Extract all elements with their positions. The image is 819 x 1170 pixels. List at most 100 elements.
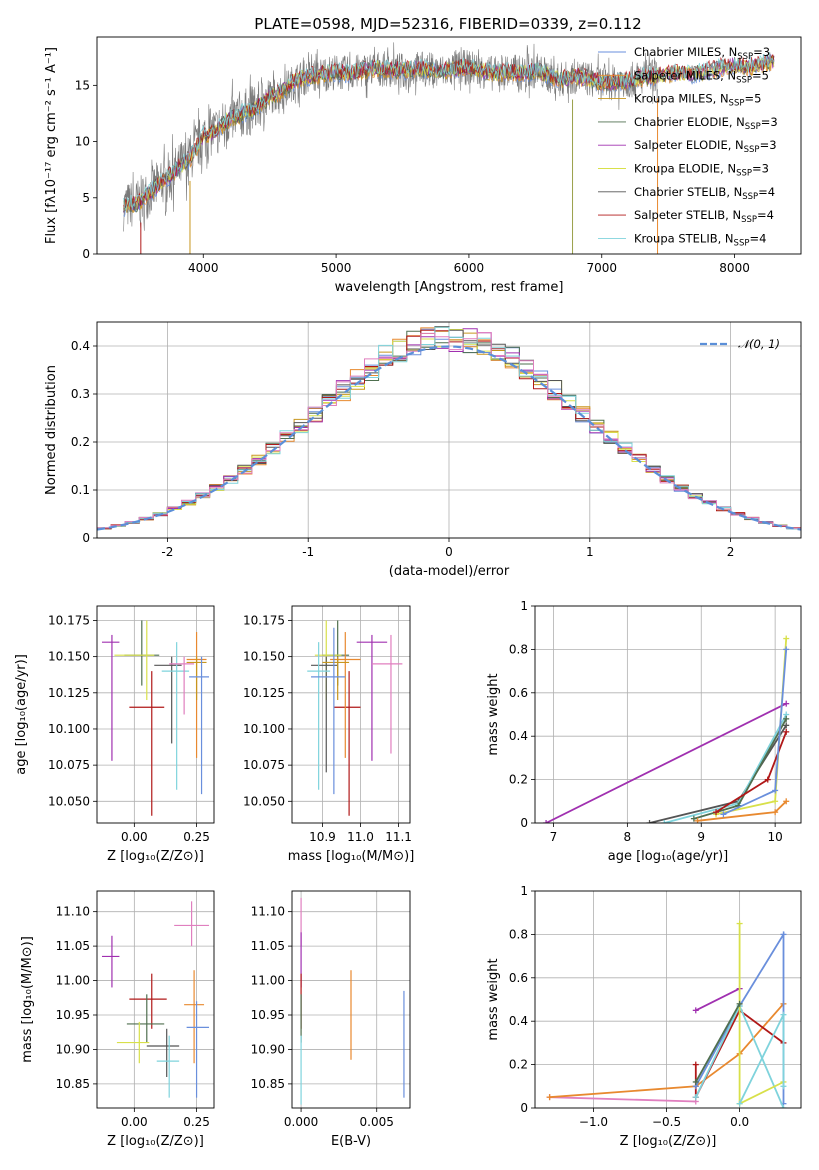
y-tick-label: 11.05 (56, 939, 90, 953)
axes-age_vs_Z: 0.00 0.25 10.050 10.075 10.100 10.125 10.150 10… (14, 605, 215, 864)
y-axis-label: Normed distribution (44, 365, 59, 495)
errorbar-point (101, 634, 120, 761)
x-tick-label: −1.0 (579, 1115, 608, 1129)
y-tick-label: 10.100 (243, 722, 285, 736)
axes-frame (534, 890, 802, 1109)
y-tick-label: 0.6 (509, 686, 528, 700)
x-tick-label: 0.005 (360, 1115, 394, 1129)
x-tick-label: 10.9 (309, 830, 336, 844)
y-tick-label: 11.05 (251, 939, 285, 953)
errorbar-point (129, 973, 167, 1029)
y-axis-label: age [log₁₀(age/yr)] (14, 654, 29, 775)
errorbar-point (189, 656, 210, 795)
model-line-kroupa-stelib (123, 51, 775, 211)
axes-mass_vs_Z: 0.00 0.25 10.85 10.90 10.95 11.00 11.05 11.10 Z … (20, 890, 215, 1149)
y-tick-label: 0.8 (509, 927, 528, 941)
errorbar-point (156, 1035, 180, 1098)
y-tick-label: 1 (520, 599, 528, 613)
errorbar-point (146, 1028, 180, 1077)
x-tick-label: 8 (624, 830, 632, 844)
legend-label: Salpeter MILES, NSSP=5 (634, 68, 769, 85)
x-tick-label: 1 (586, 545, 594, 559)
axes-weight_vs_age: 7 8 9 10 0 0.2 0.4 0.6 0.8 1 age [log₁₀(age/yr)] ma… (486, 599, 802, 864)
errorbar-point (126, 994, 165, 1043)
plot-area (543, 635, 790, 823)
errorbar-point (333, 671, 361, 816)
x-tick-label: 11.0 (347, 830, 374, 844)
axes-residuals: -2 -1 0 1 2 0 0.1 0.2 0.3 0.4 (data-model)/error No… (44, 321, 802, 579)
model-line-kroupa-elodie (123, 55, 775, 213)
y-tick-label: 10.95 (251, 1008, 285, 1022)
x-tick-label: 0.25 (183, 830, 210, 844)
x-tick-label: -2 (161, 545, 173, 559)
plot-area (546, 920, 787, 1108)
y-tick-label: 0 (520, 816, 528, 830)
histogram-extra (97, 332, 801, 531)
errorbar-point (307, 642, 331, 790)
y-tick-label: 0.4 (509, 729, 528, 743)
weight-line-salpeter-elodie (695, 987, 741, 1012)
figure-title: PLATE=0598, MJD=52316, FIBERID=0339, z=0… (254, 15, 641, 33)
errorbar-point (184, 970, 205, 1064)
y-tick-label: 0 (520, 1101, 528, 1115)
x-axis-label: Z [log₁₀(Z/Z⊙)] (620, 1134, 717, 1149)
y-tick-label: 0.6 (509, 971, 528, 985)
axes-mass_vs_ebv: 0.000 0.005 10.85 10.90 10.95 11.00 11.05 11.10… (251, 890, 411, 1149)
legend-label: Chabrier ELODIE, NSSP=3 (634, 115, 778, 132)
y-axis-label: Flux [fλ10⁻¹⁷ erg cm⁻² s⁻¹ A⁻¹] (44, 47, 59, 244)
x-tick-label: 2 (727, 545, 735, 559)
errorbar-point (116, 1021, 150, 1064)
legend-label: Salpeter STELIB, NSSP=4 (634, 208, 774, 225)
x-tick-label: 7 (550, 830, 558, 844)
axes-frame (96, 36, 802, 255)
y-tick-label: 1 (520, 884, 528, 898)
y-tick-label: 10.125 (243, 686, 285, 700)
axes-frame (291, 890, 411, 1109)
axes-frame (96, 890, 215, 1109)
y-tick-label: 10.85 (56, 1077, 90, 1091)
y-tick-label: 0.2 (509, 773, 528, 787)
axes-age_vs_mass: 10.9 11.0 11.1 10.050 10.075 10.100 10.125 10.1… (243, 605, 414, 864)
legend-label: Kroupa ELODIE, NSSP=3 (634, 162, 769, 179)
y-tick-label: 5 (82, 191, 90, 205)
errorbar-point (330, 632, 361, 758)
y-tick-label: 10.85 (251, 1077, 285, 1091)
errorbar-point (124, 620, 160, 686)
errorbar-point (101, 935, 120, 988)
legend-label: 𝒩(0, 1) (738, 337, 780, 351)
y-tick-label: 10.175 (243, 613, 285, 627)
y-tick-label: 10.100 (48, 722, 90, 736)
weight-line-kroupa-elodie (738, 923, 784, 1106)
x-tick-label: 10 (767, 830, 782, 844)
y-tick-label: 10.050 (48, 794, 90, 808)
axes-frame (96, 605, 215, 824)
x-axis-label: Z [log₁₀(Z/Z⊙)] (107, 849, 204, 864)
weight-line-salpeter-elodie (545, 702, 787, 823)
y-tick-label: 0.2 (509, 1058, 528, 1072)
y-tick-label: 10.050 (243, 794, 285, 808)
weight-line-chabrier-elodie (695, 1003, 741, 1083)
errorbar-point (322, 656, 350, 701)
plot-area (97, 326, 801, 532)
errorbar-point (186, 1001, 210, 1098)
x-tick-label: 0.000 (284, 1115, 318, 1129)
legend-label: Salpeter ELODIE, NSSP=3 (634, 138, 777, 155)
y-tick-label: 11.00 (251, 974, 285, 988)
y-tick-label: 0.1 (71, 483, 90, 497)
y-tick-label: 0.2 (71, 435, 90, 449)
x-tick-label: 7000 (586, 261, 617, 275)
legend-label: Kroupa STELIB, NSSP=4 (634, 231, 766, 248)
axes-weight_vs_Z: −1.0 −0.5 0.0 0 0.2 0.4 0.6 0.8 1 Z [log₁₀(Z/Z⊙)]… (486, 884, 802, 1149)
y-tick-label: 15 (75, 78, 90, 92)
weight-line-salpeter-miles (549, 1003, 785, 1099)
axes-frame (534, 605, 802, 824)
x-tick-label: 0.0 (730, 1115, 749, 1129)
plot-area (300, 897, 405, 1105)
y-axis-label: mass weight (486, 673, 501, 755)
x-tick-label: -1 (302, 545, 314, 559)
errorbar-point (311, 627, 346, 795)
errorbar-point (174, 901, 210, 947)
y-tick-label: 10.075 (48, 758, 90, 772)
x-axis-label: (data-model)/error (389, 564, 510, 579)
